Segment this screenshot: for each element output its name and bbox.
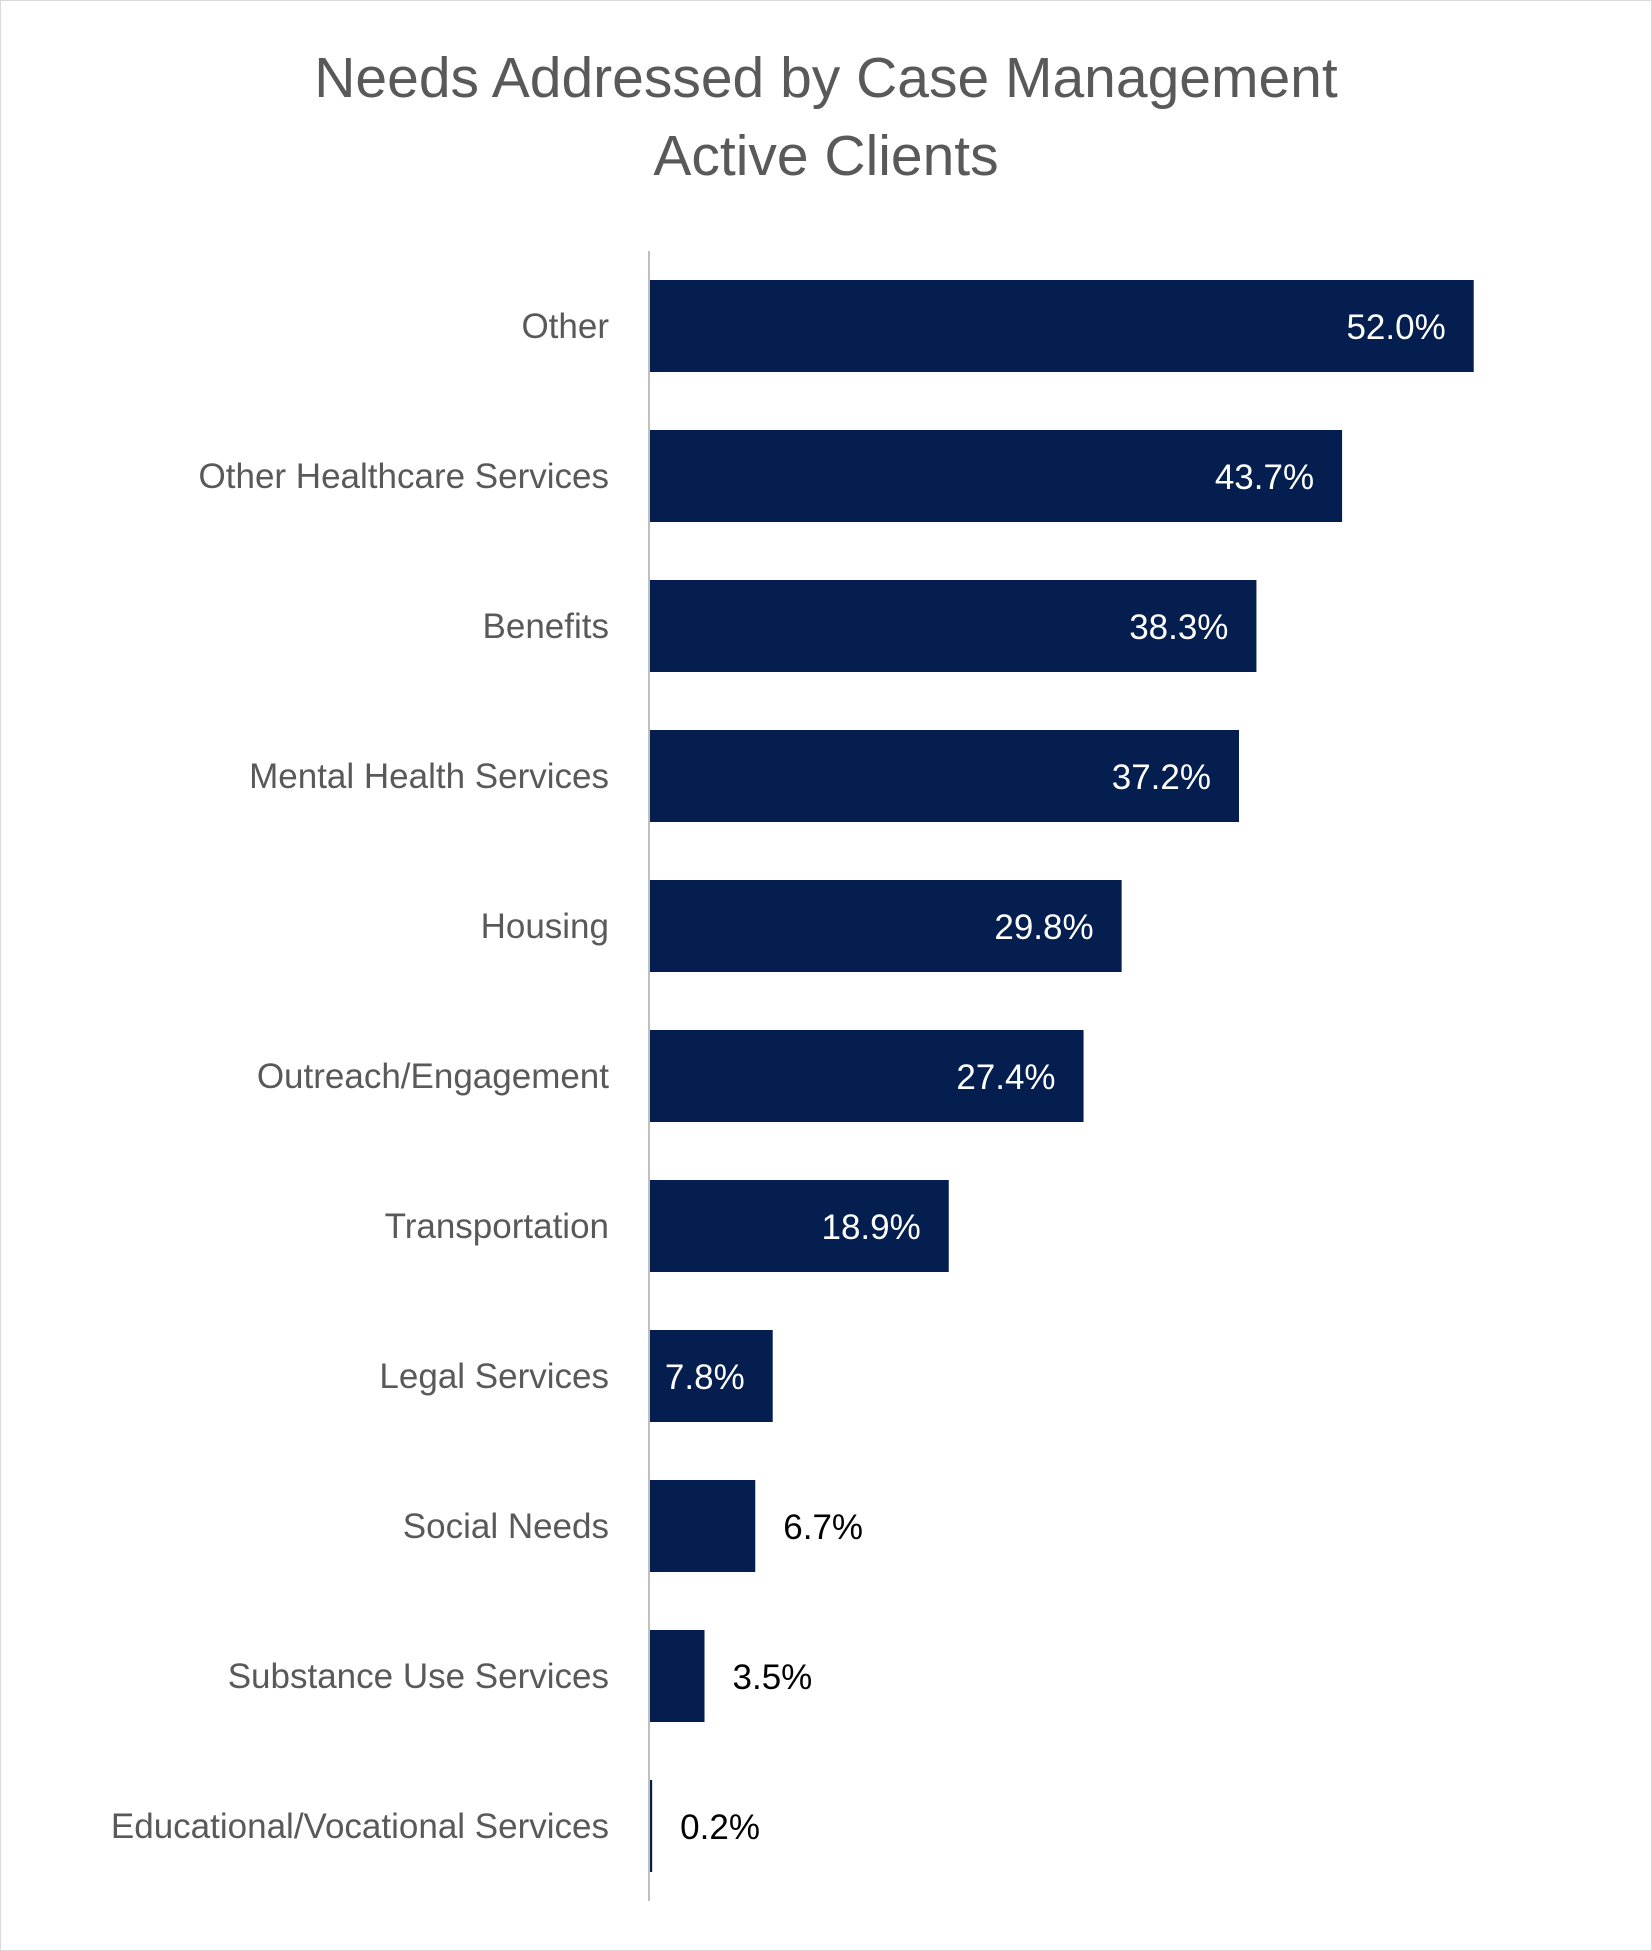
data-label: 37.2%: [1112, 758, 1211, 797]
chart-title-line-2: Active Clients: [653, 124, 999, 188]
bar: [649, 1330, 773, 1422]
chart-title: Needs Addressed by Case Management Activ…: [1, 39, 1651, 195]
data-label: 38.3%: [1129, 608, 1228, 647]
category-label: Legal Services: [379, 1357, 609, 1396]
data-label: 27.4%: [956, 1058, 1055, 1097]
bar: [649, 280, 1474, 372]
bar: [649, 580, 1257, 672]
data-label: 3.5%: [733, 1658, 813, 1697]
category-label: Substance Use Services: [228, 1657, 609, 1696]
bar: [649, 1630, 705, 1722]
category-label: Benefits: [483, 607, 609, 646]
chart-title-line-1: Needs Addressed by Case Management: [314, 46, 1338, 110]
category-label: Educational/Vocational Services: [111, 1807, 609, 1846]
category-label: Outreach/Engagement: [257, 1057, 609, 1096]
category-label: Other Healthcare Services: [199, 457, 609, 496]
data-label: 6.7%: [783, 1508, 863, 1547]
category-label: Social Needs: [403, 1507, 609, 1546]
data-label: 29.8%: [994, 908, 1093, 947]
bar: [649, 1780, 653, 1872]
bar: [649, 430, 1343, 522]
category-label: Other: [521, 307, 609, 346]
bar: [649, 1180, 949, 1272]
bar: [649, 1030, 1084, 1122]
category-label: Mental Health Services: [249, 757, 609, 796]
bar: [649, 880, 1122, 972]
data-label: 52.0%: [1346, 308, 1445, 347]
data-label: 43.7%: [1215, 458, 1314, 497]
data-label: 7.8%: [665, 1358, 745, 1397]
bar: [649, 730, 1239, 822]
bar: [649, 1480, 756, 1572]
category-label: Transportation: [385, 1207, 609, 1246]
category-label: Housing: [481, 907, 609, 946]
data-label: 18.9%: [822, 1208, 921, 1247]
data-label: 0.2%: [680, 1808, 760, 1847]
